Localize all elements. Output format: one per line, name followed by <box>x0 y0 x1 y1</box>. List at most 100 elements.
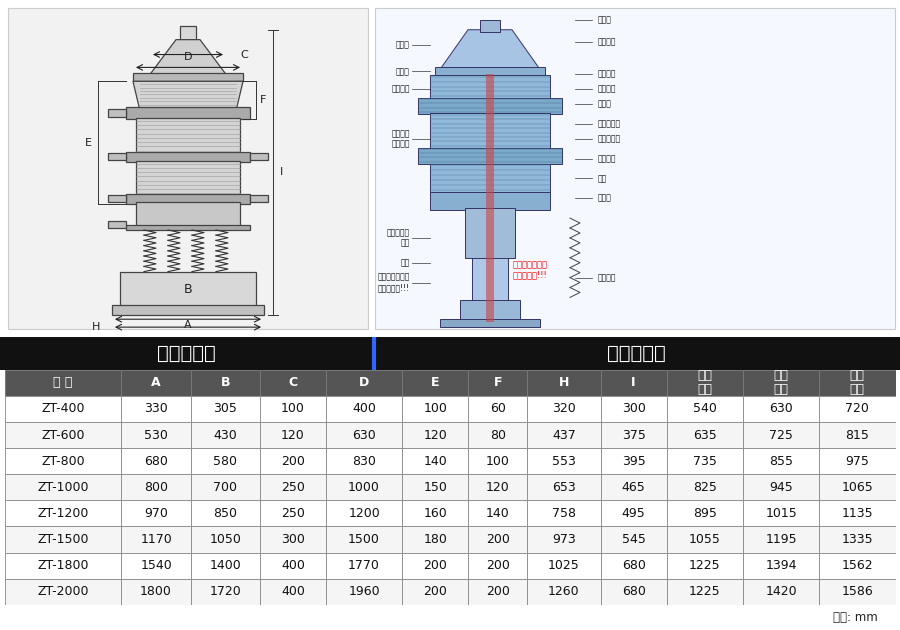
Bar <box>402 527 468 553</box>
Bar <box>600 500 667 527</box>
Text: 筛网法兰: 筛网法兰 <box>598 84 616 94</box>
Bar <box>600 370 667 396</box>
Polygon shape <box>150 40 226 74</box>
Bar <box>430 192 550 210</box>
Bar <box>108 221 126 228</box>
Text: 430: 430 <box>213 428 237 442</box>
Text: 1225: 1225 <box>689 585 721 598</box>
Text: 1394: 1394 <box>765 559 796 572</box>
Bar <box>527 553 600 579</box>
Text: 1000: 1000 <box>348 481 380 494</box>
Bar <box>8 8 368 329</box>
Text: ZT-800: ZT-800 <box>41 455 85 467</box>
Polygon shape <box>133 81 243 111</box>
Bar <box>819 553 896 579</box>
Text: 1025: 1025 <box>548 559 580 572</box>
Bar <box>667 579 742 605</box>
Bar <box>260 500 326 527</box>
Bar <box>260 370 326 396</box>
Bar <box>126 152 250 161</box>
Bar <box>4 527 122 553</box>
Text: ZT-1500: ZT-1500 <box>37 533 89 546</box>
Polygon shape <box>440 30 540 69</box>
Bar <box>402 500 468 527</box>
Text: 100: 100 <box>423 403 447 415</box>
Text: ZT-1200: ZT-1200 <box>37 507 89 520</box>
Bar <box>4 579 122 605</box>
Text: H: H <box>92 322 100 332</box>
Bar <box>430 113 550 149</box>
Bar <box>4 553 122 579</box>
Text: 1065: 1065 <box>842 481 873 494</box>
Bar <box>460 301 520 322</box>
Text: 540: 540 <box>693 403 716 415</box>
Bar <box>468 579 527 605</box>
Bar <box>122 527 191 553</box>
Bar <box>136 161 240 197</box>
Text: 60: 60 <box>490 403 506 415</box>
Text: 630: 630 <box>352 428 376 442</box>
Bar <box>326 500 402 527</box>
Bar <box>819 396 896 422</box>
Bar <box>468 500 527 527</box>
Text: C: C <box>240 50 248 59</box>
Bar <box>527 396 600 422</box>
Bar <box>819 579 896 605</box>
Text: 200: 200 <box>423 585 447 598</box>
Bar <box>468 396 527 422</box>
Text: 80: 80 <box>490 428 506 442</box>
Text: 300: 300 <box>622 403 645 415</box>
Text: 630: 630 <box>770 403 793 415</box>
Bar <box>122 448 191 474</box>
Text: F: F <box>493 376 502 389</box>
Bar <box>402 370 468 396</box>
Bar <box>667 474 742 500</box>
Text: 振体: 振体 <box>598 174 608 183</box>
Text: 700: 700 <box>213 481 238 494</box>
Text: 400: 400 <box>352 403 376 415</box>
Text: 进料口: 进料口 <box>598 15 612 25</box>
Bar <box>472 64 508 302</box>
Bar <box>260 396 326 422</box>
Text: 800: 800 <box>144 481 168 494</box>
Bar <box>527 422 600 448</box>
Bar <box>468 553 527 579</box>
Bar <box>4 370 122 396</box>
Bar <box>819 422 896 448</box>
Bar <box>465 208 515 258</box>
Bar <box>480 20 500 32</box>
Text: 850: 850 <box>213 507 238 520</box>
Bar <box>260 553 326 579</box>
Bar <box>402 422 468 448</box>
Bar <box>260 422 326 448</box>
Bar <box>667 553 742 579</box>
Bar <box>430 164 550 193</box>
Text: 437: 437 <box>552 428 576 442</box>
Bar <box>527 448 600 474</box>
Text: 140: 140 <box>486 507 509 520</box>
Bar <box>667 396 742 422</box>
Bar <box>742 527 819 553</box>
Bar <box>819 474 896 500</box>
Bar <box>527 527 600 553</box>
Bar <box>468 474 527 500</box>
Text: 120: 120 <box>281 428 305 442</box>
Bar <box>527 500 600 527</box>
Text: ZT-2000: ZT-2000 <box>37 585 89 598</box>
Bar <box>326 553 402 579</box>
Text: 830: 830 <box>352 455 376 467</box>
Bar <box>136 118 240 154</box>
Text: 120: 120 <box>486 481 509 494</box>
Bar <box>122 579 191 605</box>
Text: ZT-600: ZT-600 <box>41 428 85 442</box>
Text: 辅助筛网: 辅助筛网 <box>598 70 616 79</box>
Text: 1015: 1015 <box>765 507 796 520</box>
Bar <box>122 500 191 527</box>
Bar <box>430 76 550 99</box>
Text: 1225: 1225 <box>689 559 721 572</box>
Bar <box>375 8 895 329</box>
Text: I: I <box>631 376 635 389</box>
Bar <box>326 370 402 396</box>
Bar <box>126 225 250 230</box>
Bar <box>418 147 562 164</box>
